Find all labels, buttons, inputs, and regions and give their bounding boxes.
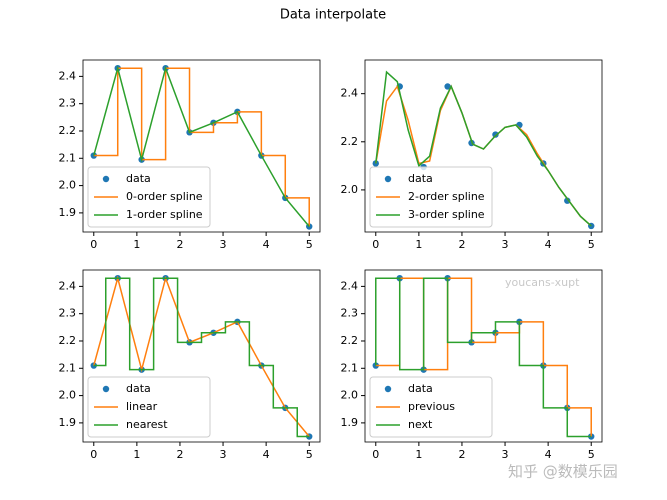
legend-label: linear	[126, 400, 158, 413]
y-tick-label: 2.4	[341, 87, 359, 100]
y-tick-label: 2.1	[59, 361, 77, 374]
y-tick-label: 2.0	[59, 389, 77, 402]
subplot: 0 1 2 3 4 5 1.9 2.0 2.1 2.2 2.3 2.4 data 0-order spli…	[59, 59, 321, 251]
x-tick-label: 0	[90, 448, 97, 461]
y-tick-label: 2.3	[59, 97, 77, 110]
x-tick-label: 1	[415, 448, 422, 461]
x-tick-label: 4	[545, 448, 552, 461]
y-tick-label: 2.2	[341, 334, 359, 347]
y-tick-label: 2.4	[59, 279, 77, 292]
y-tick-label: 2.0	[59, 179, 77, 192]
y-tick-label: 2.4	[341, 279, 359, 292]
y-tick-label: 2.3	[341, 307, 359, 320]
x-tick-label: 0	[372, 238, 379, 251]
legend-label: previous	[408, 400, 455, 413]
legend-label: 0-order spline	[126, 190, 203, 203]
axes-frame	[364, 269, 603, 443]
subplot: 0 1 2 3 4 5 1.9 2.0 2.1 2.2 2.3 2.4 data linear neares…	[59, 269, 321, 461]
axes-frame	[82, 269, 321, 443]
axes-frame	[364, 59, 603, 233]
x-tick-label: 0	[90, 238, 97, 251]
y-tick-label: 2.4	[59, 69, 77, 82]
data-point	[444, 83, 451, 90]
y-tick-label: 2.2	[59, 124, 77, 137]
axes-frame	[82, 59, 321, 233]
legend-box	[87, 166, 211, 228]
x-tick-label: 3	[502, 238, 509, 251]
legend-label: 2-order spline	[408, 190, 485, 203]
y-tick-label: 1.9	[59, 416, 77, 429]
x-tick-label: 4	[263, 238, 270, 251]
data-point	[492, 131, 499, 138]
subplot: 0 1 2 3 4 5 2.0 2.2 2.4 data 2-order spline 3-order…	[341, 59, 603, 251]
x-tick-label: 2	[176, 238, 183, 251]
y-tick-label: 2.0	[341, 389, 359, 402]
x-tick-label: 2	[458, 448, 465, 461]
x-tick-label: 1	[415, 238, 422, 251]
legend-box	[369, 376, 493, 438]
y-tick-label: 2.2	[341, 135, 359, 148]
data-point	[372, 160, 379, 167]
watermark: 知乎 @数模乐园	[508, 463, 618, 481]
legend-box	[369, 166, 493, 228]
x-tick-label: 5	[588, 448, 595, 461]
x-tick-label: 0	[372, 448, 379, 461]
x-tick-label: 2	[458, 238, 465, 251]
legend-box	[87, 376, 211, 438]
series-line	[93, 65, 310, 228]
x-tick-label: 1	[133, 238, 140, 251]
series-line	[93, 67, 310, 227]
series-line	[375, 70, 592, 227]
legend-label: data	[126, 382, 151, 395]
legend-marker	[384, 175, 392, 183]
x-tick-label: 3	[220, 448, 227, 461]
legend-label: nearest	[126, 418, 168, 431]
y-tick-label: 2.1	[59, 151, 77, 164]
x-tick-label: 4	[263, 448, 270, 461]
x-tick-label: 1	[133, 448, 140, 461]
legend-label: 3-order spline	[408, 208, 485, 221]
x-tick-label: 3	[220, 238, 227, 251]
legend-label: next	[408, 418, 433, 431]
legend-label: data	[408, 382, 433, 395]
subplot: 0 1 2 3 4 5 1.9 2.0 2.1 2.2 2.3 2.4 data previous next	[341, 269, 603, 461]
x-tick-label: 4	[545, 238, 552, 251]
data-point	[564, 197, 571, 204]
x-tick-label: 5	[306, 238, 313, 251]
y-tick-label: 2.3	[59, 307, 77, 320]
legend-marker	[102, 385, 110, 393]
legend-label: data	[126, 172, 151, 185]
y-tick-label: 2.2	[59, 334, 77, 347]
y-tick-label: 1.9	[59, 206, 77, 219]
y-tick-label: 2.1	[341, 361, 359, 374]
legend-marker	[102, 175, 110, 183]
legend-label: data	[408, 172, 433, 185]
series-line	[93, 277, 310, 438]
legend-marker	[384, 385, 392, 393]
y-tick-label: 2.0	[341, 183, 359, 196]
x-tick-label: 5	[306, 448, 313, 461]
y-tick-label: 1.9	[341, 416, 359, 429]
legend-label: 1-order spline	[126, 208, 203, 221]
x-tick-label: 2	[176, 448, 183, 461]
watermark: youcans-xupt	[505, 276, 580, 289]
series-line	[375, 277, 592, 438]
x-tick-label: 5	[588, 238, 595, 251]
figure-title: Data interpolate	[280, 8, 386, 23]
x-tick-label: 3	[502, 448, 509, 461]
